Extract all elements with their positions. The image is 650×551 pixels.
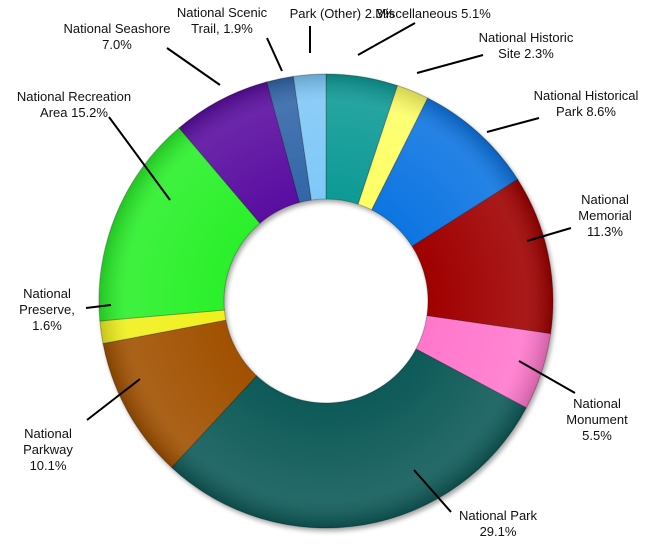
leader-line-national-recreation-area	[108, 116, 171, 201]
leader-line-national-scenic-trail	[266, 37, 283, 72]
label-national-monument: National Monument 5.5%	[566, 396, 628, 443]
leader-lines	[85, 22, 576, 513]
label-national-park: National Park 29.1%	[459, 508, 538, 539]
label-national-historic-site: National Historic Site 2.3%	[479, 30, 574, 61]
label-national-seashore: National Seashore 7.0%	[64, 21, 171, 52]
label-national-parkway: National Parkway 10.1%	[23, 426, 73, 473]
label-national-memorial: National Memorial 11.3%	[578, 192, 632, 239]
leader-line-national-memorial	[526, 227, 572, 242]
leader-line-miscellaneous	[357, 22, 416, 56]
leader-line-national-park	[413, 469, 452, 513]
label-park-other: Park (Other) 2.3%	[290, 6, 395, 21]
leader-line-national-preserve	[85, 304, 112, 309]
label-national-scenic-trail: National Scenic Trail, 1.9%	[177, 5, 268, 36]
leader-line-national-seashore	[166, 47, 221, 86]
label-national-preserve: National Preserve, 1.6%	[19, 286, 75, 333]
leader-line-national-monument	[518, 360, 576, 394]
leader-line-national-historical-park	[486, 117, 540, 133]
label-national-recreation-area: National Recreation Area 15.2%	[17, 89, 131, 120]
donut-slices	[98, 73, 554, 529]
leader-line-national-historic-site	[416, 54, 484, 74]
slice-labels: Miscellaneous 5.1% National Historic Site …	[17, 5, 639, 539]
leader-line-national-parkway	[86, 378, 141, 421]
label-miscellaneous: Miscellaneous 5.1%	[375, 6, 491, 21]
label-national-historical-park: National Historical Park 8.6%	[534, 88, 639, 119]
